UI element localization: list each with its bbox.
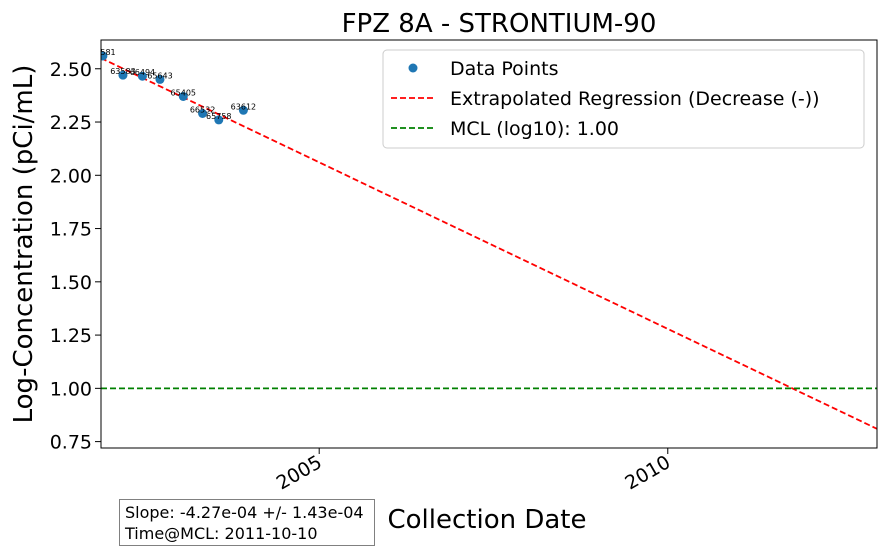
y-tick-label: 1.25 bbox=[50, 325, 92, 347]
data-point-label: 66581 bbox=[90, 48, 115, 57]
y-tick-label: 2.50 bbox=[50, 59, 92, 81]
legend-box bbox=[382, 49, 865, 149]
time-at-mcl-text: Time@MCL: 2011-10-10 bbox=[125, 524, 318, 543]
y-tick-label: 1.75 bbox=[50, 219, 92, 241]
data-point bbox=[101, 51, 108, 61]
x-tick-label: 2005 bbox=[273, 451, 326, 494]
y-tick-label: 2.25 bbox=[50, 112, 92, 134]
data-point bbox=[198, 109, 208, 119]
regression-line bbox=[101, 57, 877, 430]
data-point-label: 65643 bbox=[147, 71, 172, 80]
legend-label: Extrapolated Regression (Decrease (-)) bbox=[450, 88, 820, 110]
y-tick-label: 0.75 bbox=[50, 432, 92, 454]
data-point bbox=[178, 91, 188, 101]
x-axis-label: Collection Date bbox=[387, 505, 586, 535]
y-tick-label: 1.00 bbox=[50, 378, 92, 400]
slope-text: Slope: -4.27e-04 +/- 1.43e-04 bbox=[125, 503, 364, 522]
data-point bbox=[214, 115, 224, 125]
data-point-label: 66532 bbox=[190, 106, 215, 115]
data-point bbox=[238, 105, 248, 115]
data-point bbox=[155, 74, 165, 84]
y-tick-label: 2.00 bbox=[50, 165, 92, 187]
data-point-label: 63612 bbox=[231, 102, 256, 111]
data-point-label: 65405 bbox=[171, 88, 196, 97]
data-point bbox=[137, 71, 147, 81]
data-point-label: 65758 bbox=[206, 112, 231, 121]
y-axis-label: Log-Concentration (pCi/mL) bbox=[9, 65, 39, 424]
y-tick-label: 1.50 bbox=[50, 272, 92, 294]
legend-label: Data Points bbox=[450, 58, 558, 80]
data-point-label: 66494 bbox=[130, 68, 155, 77]
legend-label: MCL (log10): 1.00 bbox=[450, 118, 619, 140]
data-point bbox=[118, 70, 128, 80]
plot-frame bbox=[100, 39, 878, 449]
chart-title: FPZ 8A - STRONTIUM-90 bbox=[342, 9, 657, 39]
stats-annotation-box: Slope: -4.27e-04 +/- 1.43e-04 Time@MCL: … bbox=[119, 499, 375, 546]
x-tick-label: 2010 bbox=[621, 451, 674, 494]
data-point-label: 63583 bbox=[110, 67, 135, 76]
legend-marker-data-points bbox=[408, 63, 418, 73]
